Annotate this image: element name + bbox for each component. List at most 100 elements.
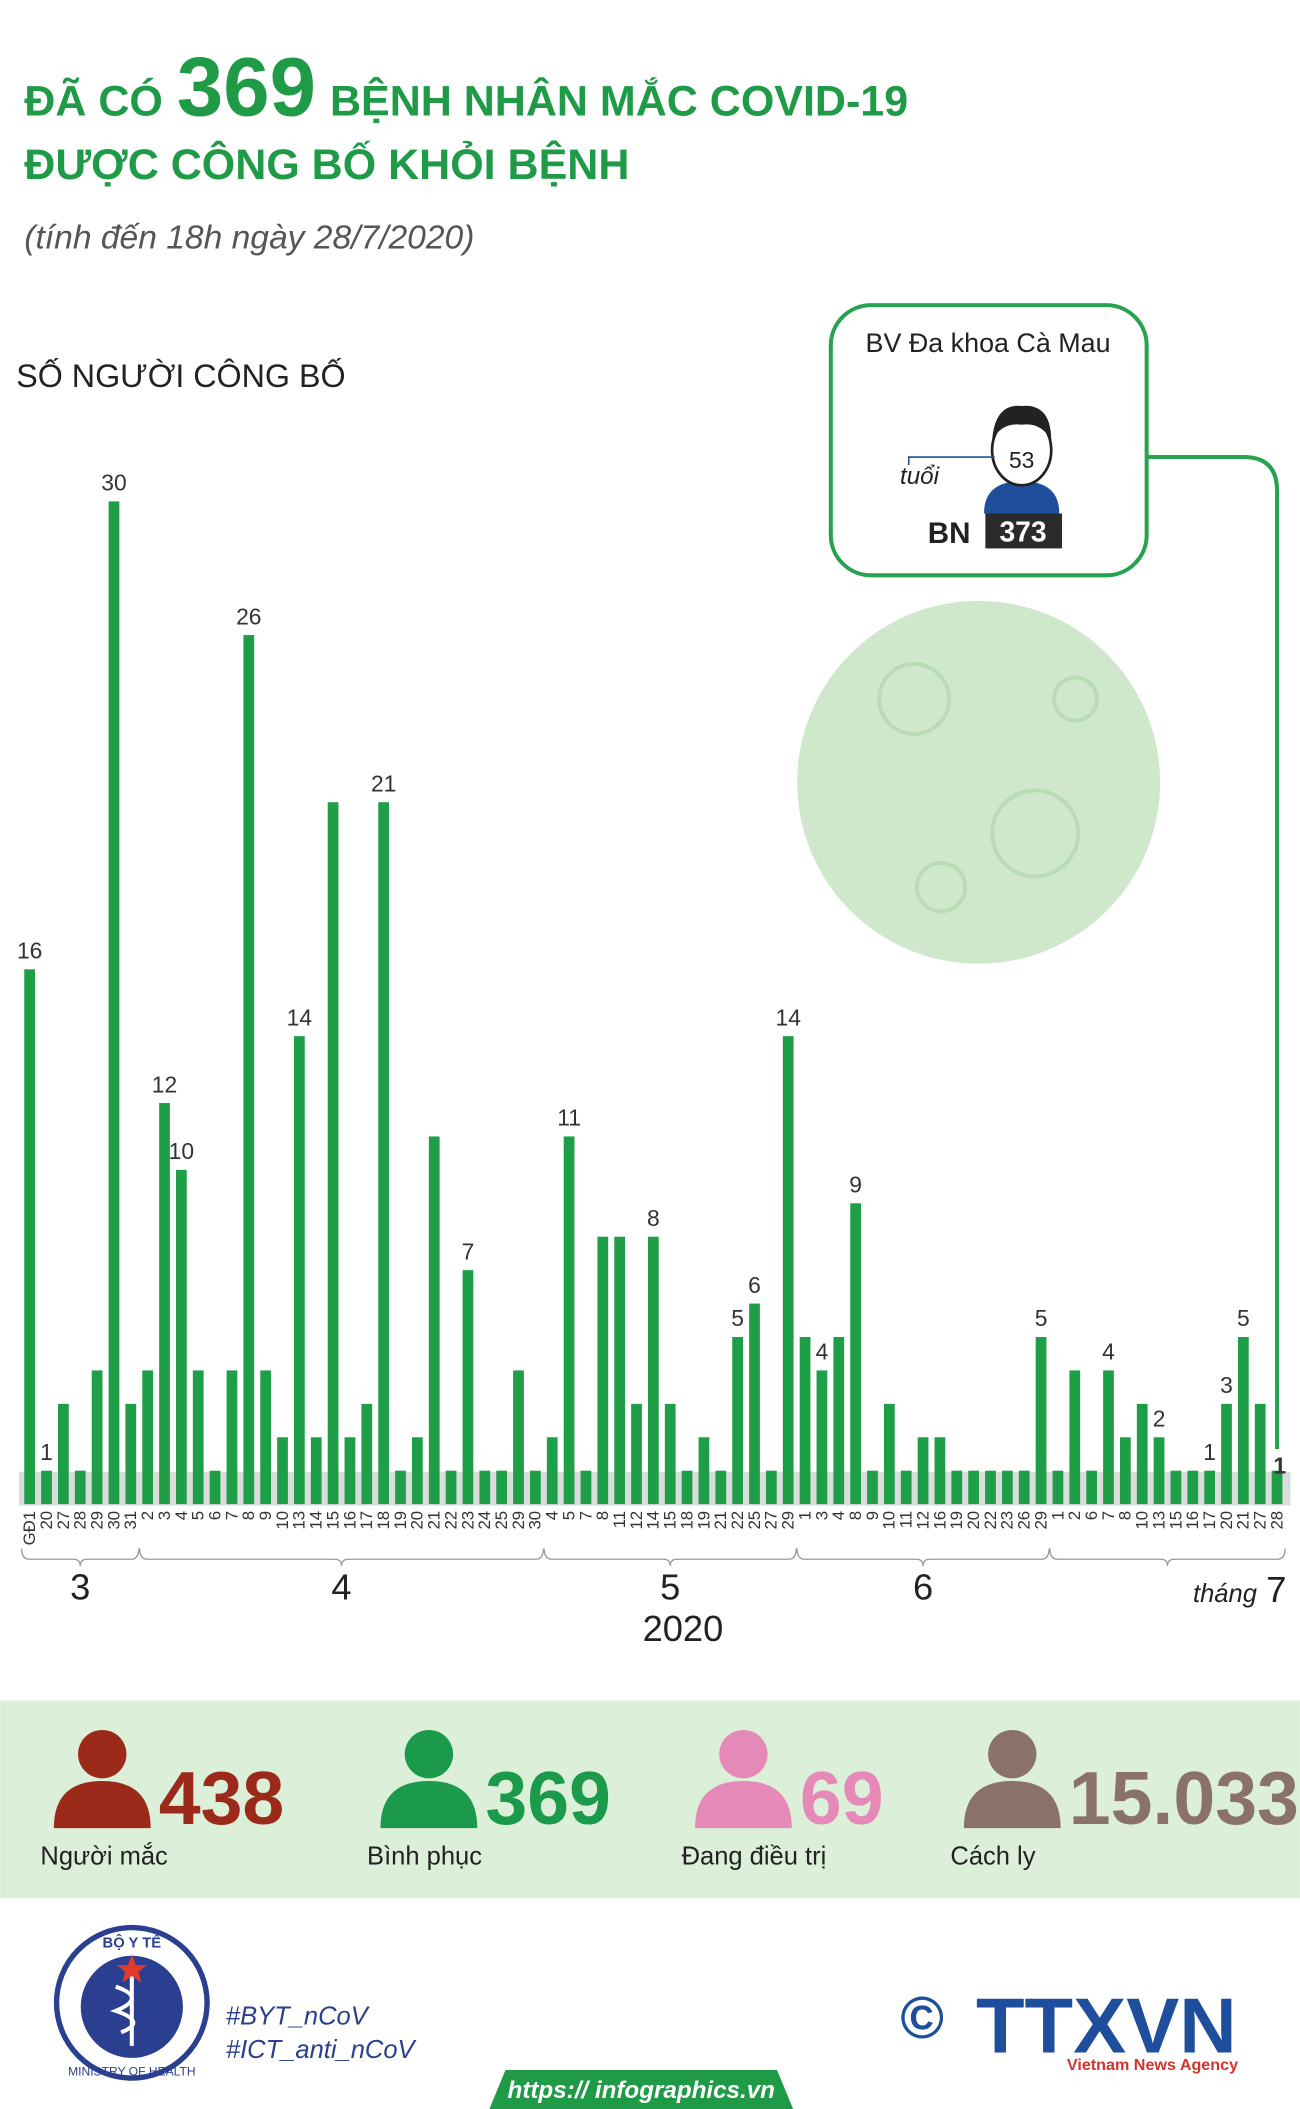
x-tick-label: 7 (576, 1511, 595, 1520)
bar (934, 1437, 946, 1505)
x-tick-label: 10 (273, 1511, 292, 1530)
x-tick-label: 19 (391, 1511, 410, 1530)
person-icon-head (78, 1729, 127, 1779)
x-tick-label: 5 (559, 1511, 578, 1520)
x-tick-label: 17 (357, 1511, 376, 1530)
bar (378, 802, 390, 1505)
bar-chart: 16GĐ112027282930303132123104567268910141… (17, 470, 1287, 1611)
month-bracket (20, 1548, 140, 1566)
callout-box (828, 303, 1149, 578)
callout-connector (1146, 455, 1280, 1450)
callout-age-label: tuổi (900, 463, 940, 490)
bar (799, 1336, 811, 1505)
value-label: 14 (287, 1004, 313, 1030)
month-label: 6 (913, 1567, 933, 1608)
agency-subtitle: Vietnam News Agency (1067, 2056, 1238, 2074)
stat-value: 369 (485, 1756, 611, 1840)
bar (833, 1336, 845, 1505)
callout-age: 53 (1009, 447, 1034, 473)
title-prefix: ĐÃ CÓ (24, 77, 163, 126)
x-tick-label: 25 (745, 1511, 764, 1530)
callout-hospital: BV Đa khoa Cà Mau (866, 328, 1111, 358)
value-label: 12 (152, 1071, 177, 1097)
hashtag: #ICT_anti_nCoV (226, 2036, 417, 2064)
x-tick-label: 13 (1149, 1511, 1168, 1530)
month-bracket (796, 1548, 1050, 1566)
x-tick-label: 9 (863, 1511, 882, 1520)
bar (1136, 1403, 1148, 1505)
x-tick-label: 28 (1267, 1511, 1286, 1530)
bar (462, 1270, 474, 1505)
bar (867, 1470, 878, 1505)
bar (917, 1437, 929, 1505)
bar (1271, 1470, 1283, 1505)
x-tick-label: 8 (1116, 1511, 1135, 1520)
bar (41, 1470, 52, 1505)
value-label: 10 (169, 1138, 194, 1164)
x-tick-label: 8 (239, 1511, 258, 1520)
ministry-bottom: MINISTRY OF HEALTH (68, 2064, 196, 2078)
bar (715, 1470, 727, 1505)
subtitle: (tính đến 18h ngày 28/7/2020) (24, 220, 474, 257)
bar (1254, 1403, 1266, 1505)
bar (209, 1470, 221, 1505)
x-tick-label: 23 (458, 1511, 477, 1530)
x-tick-label: 2 (138, 1511, 157, 1520)
x-tick-label: GĐ1 (20, 1511, 39, 1546)
value-label: 2 (1153, 1406, 1166, 1432)
x-tick-label: 4 (172, 1511, 191, 1520)
x-tick-label: 27 (1251, 1511, 1270, 1530)
bar (428, 1136, 440, 1505)
person-icon-body (380, 1781, 478, 1829)
x-tick-label: 20 (1217, 1511, 1236, 1530)
value-label: 11 (557, 1105, 581, 1131)
bar (395, 1470, 406, 1505)
x-tick-label: 15 (1166, 1511, 1185, 1530)
bar (513, 1370, 524, 1505)
bar (91, 1370, 103, 1505)
value-label: 1 (40, 1439, 53, 1465)
month-label: 5 (660, 1567, 680, 1608)
x-tick-label: 29 (779, 1511, 798, 1530)
x-tick-label: 8 (593, 1511, 612, 1520)
title-line-1: ĐÃ CÓ 369 BỆNH NHÂN MẮC COVID-19 (24, 41, 908, 134)
bar (1086, 1470, 1098, 1505)
bar (24, 969, 36, 1505)
x-tick-label: 3 (155, 1511, 174, 1520)
bar (192, 1370, 204, 1505)
hashtag: #BYT_nCoV (226, 2002, 370, 2030)
bar (479, 1470, 491, 1505)
bar (1119, 1437, 1131, 1505)
x-tick-label: 17 (1200, 1511, 1219, 1530)
bar (1153, 1437, 1165, 1505)
bar (631, 1403, 642, 1505)
bar (951, 1470, 963, 1505)
bar (260, 1370, 272, 1505)
bar (816, 1370, 828, 1505)
value-label: 7 (462, 1238, 475, 1264)
bar (226, 1370, 238, 1505)
url-ribbon (489, 2070, 794, 2109)
x-tick-label: 1 (1048, 1511, 1067, 1520)
bar (361, 1403, 373, 1505)
x-tick-label: 19 (694, 1511, 713, 1530)
month-label: 4 (331, 1567, 351, 1608)
x-tick-label: 16 (930, 1511, 949, 1530)
bar (74, 1470, 86, 1505)
age-pointer (907, 456, 995, 466)
person-icon-body (53, 1781, 151, 1829)
stat-value: 69 (800, 1756, 884, 1840)
x-tick-label: 8 (846, 1511, 865, 1520)
x-tick-label: 30 (526, 1511, 545, 1530)
bar (985, 1470, 996, 1505)
callout-patient-prefix: BN (928, 517, 971, 550)
copyright: © (900, 1984, 944, 2051)
value-label: 5 (731, 1305, 744, 1331)
x-tick-label: 10 (1133, 1511, 1152, 1530)
x-tick-label: 15 (661, 1511, 680, 1530)
value-label: 16 (17, 938, 42, 964)
stat-label: Bình phục (367, 1842, 482, 1870)
